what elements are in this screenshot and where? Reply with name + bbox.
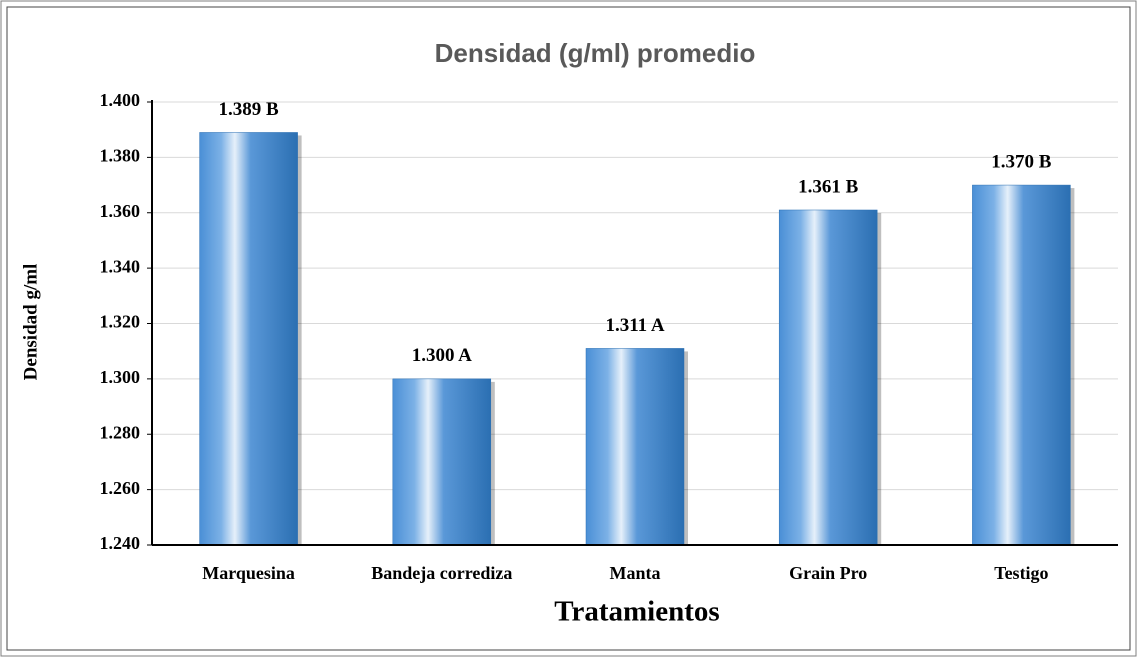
x-tick-label: Testigo (994, 563, 1048, 583)
y-tick-label: 1.280 (100, 422, 141, 442)
y-tick-label: 1.240 (100, 533, 141, 553)
y-tick-label: 1.360 (100, 201, 141, 221)
chart-frame (6, 6, 1131, 651)
bar (199, 132, 298, 546)
x-tick-label: Manta (610, 563, 661, 583)
y-tick-label: 1.320 (100, 312, 141, 332)
x-axis-label: Tratamientos (554, 596, 719, 628)
value-label: 1.389 B (219, 99, 280, 120)
bar (585, 348, 685, 546)
value-label: 1.300 A (412, 345, 472, 366)
value-label: 1.370 B (991, 151, 1052, 172)
y-tick-label: 1.380 (100, 146, 141, 166)
y-tick-label: 1.300 (100, 367, 141, 387)
y-axis-label: Densidad g/ml (20, 264, 41, 381)
value-label: 1.361 B (798, 176, 859, 197)
chart-title: Densidad (g/ml) promedio (435, 38, 756, 68)
bar (972, 184, 1071, 546)
value-label: 1.311 A (605, 315, 664, 336)
y-tick-label: 1.400 (100, 90, 141, 110)
x-tick-label: Marquesina (202, 563, 295, 583)
x-tick-label: Grain Pro (789, 563, 867, 583)
y-tick-label: 1.260 (100, 478, 141, 498)
y-tick-label: 1.340 (100, 256, 141, 276)
x-tick-label: Bandeja corrediza (371, 563, 512, 583)
bar (392, 378, 492, 546)
bar (778, 209, 878, 546)
